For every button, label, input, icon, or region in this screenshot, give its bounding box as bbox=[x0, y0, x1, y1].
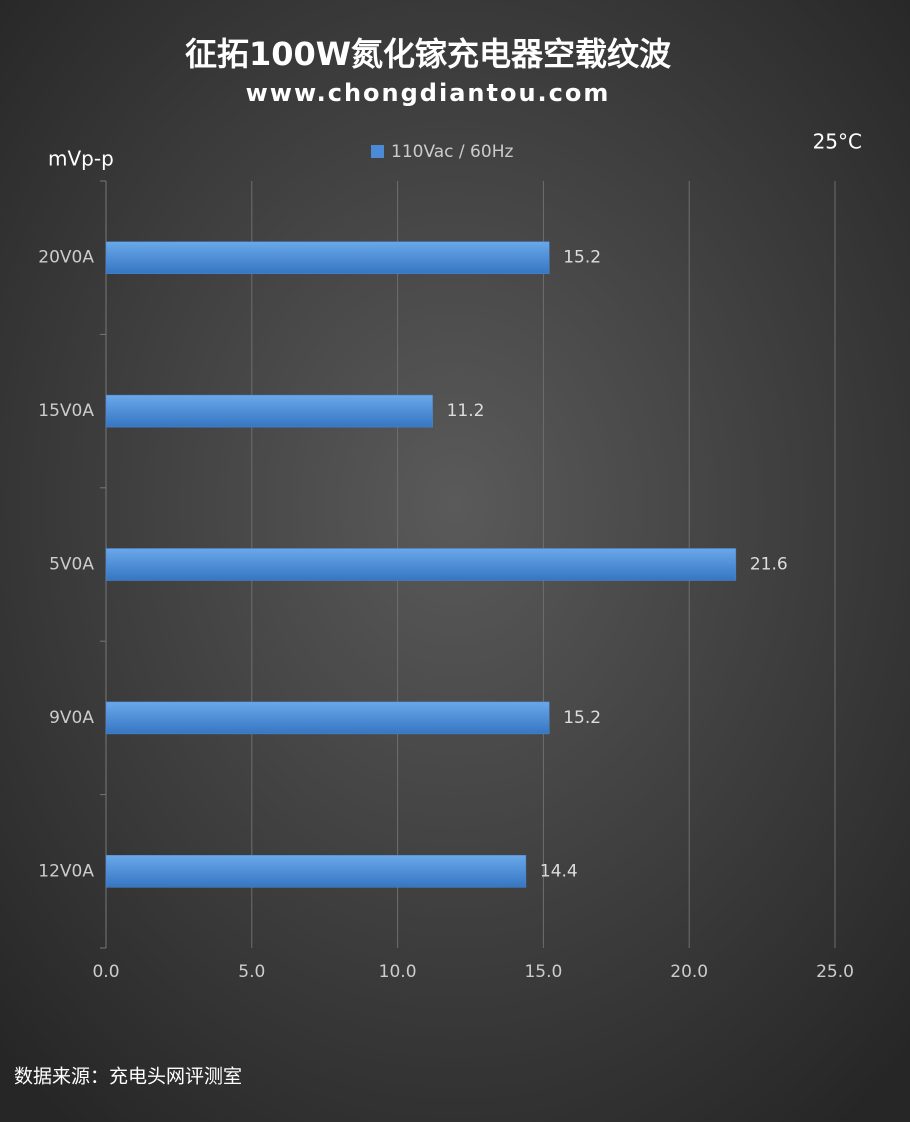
annotation: 25°C bbox=[813, 130, 862, 154]
x-tick-label: 25.0 bbox=[816, 962, 854, 982]
bar bbox=[105, 701, 550, 735]
value-label: 21.6 bbox=[750, 555, 788, 575]
y-tick-label: 12V0A bbox=[38, 861, 94, 881]
value-label: 11.2 bbox=[447, 401, 485, 421]
chart-subtitle: www.chongdiantou.com bbox=[246, 79, 611, 107]
value-label: 14.4 bbox=[540, 861, 578, 881]
y-tick-label: 5V0A bbox=[49, 555, 94, 575]
value-label: 15.2 bbox=[563, 708, 601, 728]
value-label: 15.2 bbox=[563, 248, 601, 268]
x-tick-label: 0.0 bbox=[92, 962, 119, 982]
x-tick-label: 5.0 bbox=[238, 962, 265, 982]
y-tick-label: 15V0A bbox=[38, 401, 94, 421]
source: 数据来源：充电头网评测室 bbox=[14, 1066, 242, 1088]
y-tick-label: 9V0A bbox=[49, 708, 94, 728]
bar bbox=[105, 241, 550, 274]
bar bbox=[105, 855, 527, 888]
bar bbox=[105, 548, 737, 581]
bar bbox=[105, 394, 433, 428]
chart-title: 征拓100W氮化镓充电器空载纹波 bbox=[185, 35, 671, 73]
x-tick-label: 10.0 bbox=[379, 962, 417, 982]
x-tick-label: 15.0 bbox=[524, 962, 562, 982]
y-tick-label: 20V0A bbox=[38, 248, 94, 268]
legend-swatch bbox=[371, 145, 384, 158]
legend-label: 110Vac / 60Hz bbox=[391, 142, 513, 162]
axis-unit: mVp-p bbox=[48, 147, 114, 171]
x-tick-label: 20.0 bbox=[670, 962, 708, 982]
